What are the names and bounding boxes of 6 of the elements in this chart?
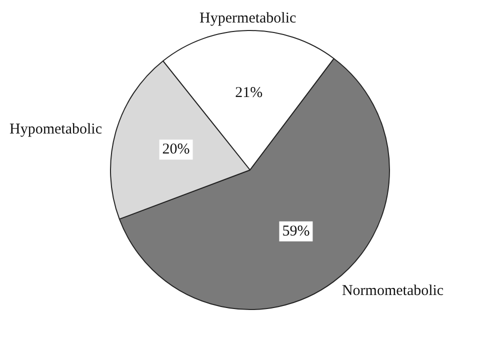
data-label: 21%	[235, 85, 263, 102]
slice-label: Hypermetabolic	[200, 10, 297, 26]
slice-label: Hypometabolic	[10, 122, 102, 138]
data-label: 20%	[162, 142, 190, 158]
data-label: 59%	[282, 223, 310, 240]
slice-label: Normometabolic	[342, 283, 444, 300]
